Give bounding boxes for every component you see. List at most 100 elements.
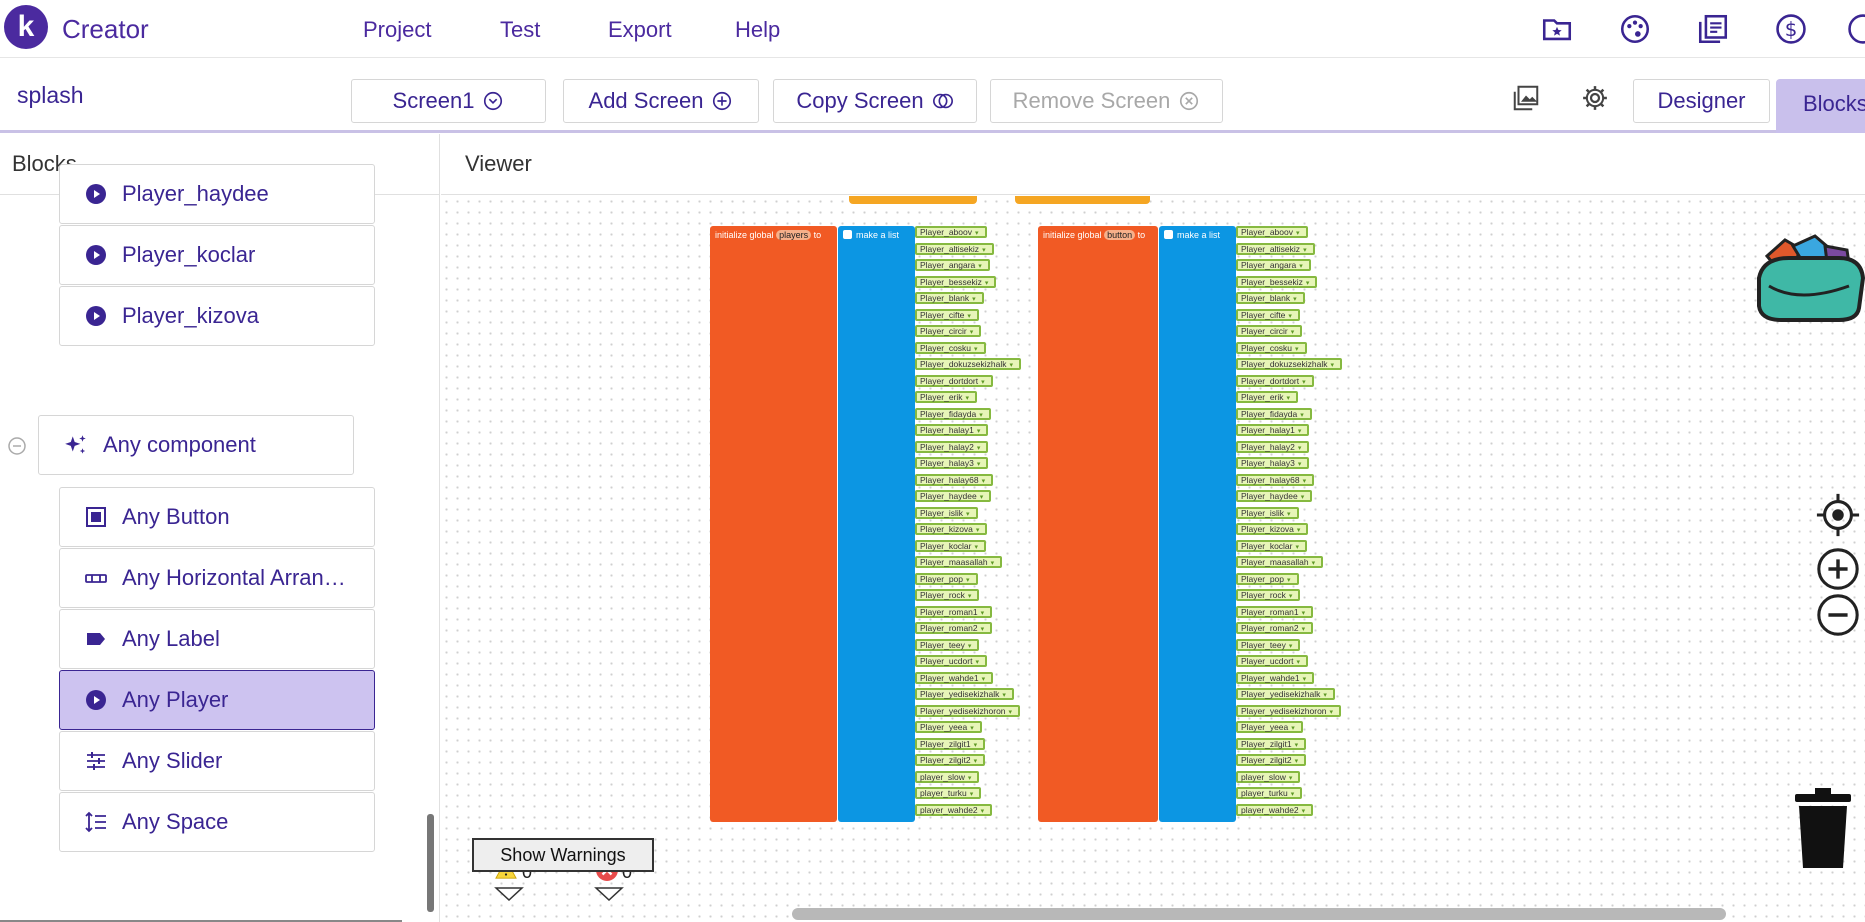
component-block[interactable]: Player_halay2: [1236, 440, 1310, 453]
component-block[interactable]: Player_cosku: [1236, 341, 1307, 354]
component-block[interactable]: Player_aboov: [915, 226, 987, 238]
component-block[interactable]: Player_bessekiz: [1236, 275, 1318, 288]
component-block[interactable]: player_slow: [1236, 770, 1301, 783]
component-block[interactable]: Player_altisekiz: [915, 242, 994, 255]
palette-icon[interactable]: [1618, 12, 1652, 46]
tree-item-any-horizontal-arrangement[interactable]: Any Horizontal Arran…: [59, 548, 375, 608]
component-block[interactable]: Player_erik: [915, 391, 978, 403]
tree-item-any-space[interactable]: Any Space: [59, 792, 375, 852]
component-block[interactable]: Player_halay3: [1236, 457, 1310, 469]
component-block[interactable]: Player_blank: [1236, 292, 1305, 304]
component-block[interactable]: player_turku: [915, 787, 982, 799]
component-block[interactable]: Player_halay1: [915, 424, 989, 436]
dollar-icon[interactable]: $: [1774, 12, 1808, 46]
gallery-icon[interactable]: [1511, 83, 1541, 113]
menu-project[interactable]: Project: [363, 17, 432, 42]
component-block[interactable]: player_turku: [1236, 787, 1303, 799]
component-block[interactable]: Player_wahde1: [1236, 671, 1315, 684]
mutator-gear-icon[interactable]: [843, 230, 852, 239]
component-block[interactable]: Player_dokuzsekizhalk: [1236, 358, 1342, 370]
designer-button[interactable]: Designer: [1633, 79, 1770, 123]
error-next-arrow-icon[interactable]: [594, 887, 624, 901]
blocks-button[interactable]: Blocks: [1776, 79, 1865, 133]
component-block[interactable]: Player_altisekiz: [1236, 242, 1315, 255]
component-block[interactable]: Player_roman2: [1236, 622, 1314, 634]
component-block[interactable]: Player_zilgit1: [1236, 737, 1307, 750]
panel-horizontal-scrollbar[interactable]: [0, 920, 402, 922]
component-block[interactable]: Player_zilgit1: [915, 737, 986, 750]
remove-screen-button[interactable]: Remove Screen: [990, 79, 1223, 123]
component-block[interactable]: player_slow: [915, 770, 980, 783]
component-block[interactable]: Player_haydee: [1236, 490, 1313, 502]
make-a-list-block[interactable]: make a list: [838, 226, 915, 822]
component-block[interactable]: Player_teey: [915, 638, 980, 651]
menu-export[interactable]: Export: [608, 17, 672, 42]
component-block[interactable]: Player_roman2: [915, 622, 993, 634]
tree-item-player-haydee[interactable]: Player_haydee: [59, 164, 375, 224]
component-block[interactable]: Player_halay2: [915, 440, 989, 453]
component-block[interactable]: Player_islik: [915, 506, 978, 519]
component-block[interactable]: Player_dortdort: [915, 374, 993, 387]
backpack-icon[interactable]: [1747, 216, 1865, 336]
collapse-icon[interactable]: [7, 436, 27, 456]
component-block[interactable]: Player_erik: [1236, 391, 1299, 403]
folder-star-icon[interactable]: [1540, 12, 1574, 46]
gear-icon[interactable]: [1580, 83, 1610, 113]
variable-name[interactable]: players: [776, 230, 812, 240]
component-block[interactable]: Player_circir: [1236, 325, 1303, 337]
add-screen-button[interactable]: Add Screen: [563, 79, 759, 123]
component-block[interactable]: Player_angara: [1236, 259, 1311, 271]
menu-help[interactable]: Help: [735, 17, 781, 42]
zoom-out-icon[interactable]: [1815, 592, 1861, 638]
component-block[interactable]: Player_aboov: [1236, 226, 1308, 238]
component-block[interactable]: Player_halay68: [1236, 473, 1315, 486]
component-block[interactable]: player_wahde2: [1236, 803, 1314, 816]
more-icon[interactable]: [1846, 12, 1865, 46]
copy-screen-button[interactable]: Copy Screen: [773, 79, 977, 123]
mutator-gear-icon[interactable]: [1164, 230, 1173, 239]
component-block[interactable]: Player_koclar: [1236, 539, 1308, 552]
component-block[interactable]: Player_koclar: [915, 539, 987, 552]
event-block-fragment[interactable]: [849, 196, 977, 204]
component-block[interactable]: Player_zilgit2: [1236, 754, 1307, 766]
screen-select[interactable]: Screen1: [351, 79, 546, 123]
component-block[interactable]: Player_bessekiz: [915, 275, 997, 288]
component-block[interactable]: Player_fidayda: [1236, 407, 1312, 420]
make-a-list-block[interactable]: make a list: [1159, 226, 1236, 822]
component-block[interactable]: Player_pop: [1236, 572, 1299, 585]
component-block[interactable]: Player_yeea: [915, 721, 982, 733]
variable-name[interactable]: button: [1104, 230, 1136, 240]
tree-item-any-slider[interactable]: Any Slider: [59, 731, 375, 791]
component-block[interactable]: Player_yeea: [1236, 721, 1303, 733]
component-block[interactable]: Player_cosku: [915, 341, 986, 354]
show-warnings-button[interactable]: Show Warnings: [472, 838, 654, 872]
zoom-in-icon[interactable]: [1815, 546, 1861, 592]
component-block[interactable]: Player_circir: [915, 325, 982, 337]
component-block[interactable]: player_wahde2: [915, 803, 993, 816]
tree-item-player-koclar[interactable]: Player_koclar: [59, 225, 375, 285]
component-block[interactable]: Player_cifte: [1236, 308, 1300, 321]
component-block[interactable]: Player_roman1: [1236, 605, 1314, 618]
component-block[interactable]: Player_fidayda: [915, 407, 991, 420]
component-block[interactable]: Player_rock: [1236, 589, 1301, 601]
tree-item-player-kizova[interactable]: Player_kizova: [59, 286, 375, 346]
component-block[interactable]: Player_haydee: [915, 490, 992, 502]
component-block[interactable]: Player_pop: [915, 572, 978, 585]
component-block[interactable]: Player_halay3: [915, 457, 989, 469]
workspace-horizontal-scrollbar[interactable]: [792, 908, 1726, 920]
init-global-players-block[interactable]: initialize global players to: [710, 226, 837, 822]
component-block[interactable]: Player_halay68: [915, 473, 994, 486]
blocks-workspace[interactable]: initialize global players to make a list…: [441, 196, 1865, 922]
tree-item-any-label[interactable]: Any Label: [59, 609, 375, 669]
trash-icon[interactable]: [1791, 788, 1855, 872]
component-block[interactable]: Player_wahde1: [915, 671, 994, 684]
component-block[interactable]: Player_zilgit2: [915, 754, 986, 766]
init-global-button-block[interactable]: initialize global button to: [1038, 226, 1158, 822]
component-block[interactable]: Player_blank: [915, 292, 984, 304]
component-block[interactable]: Player_maasallah: [1236, 556, 1324, 568]
warning-next-arrow-icon[interactable]: [494, 887, 524, 901]
library-icon[interactable]: [1696, 12, 1730, 46]
component-block[interactable]: Player_yedisekizhoron: [1236, 704, 1342, 717]
component-block[interactable]: Player_maasallah: [915, 556, 1003, 568]
tree-item-any-component[interactable]: Any component: [38, 415, 354, 475]
